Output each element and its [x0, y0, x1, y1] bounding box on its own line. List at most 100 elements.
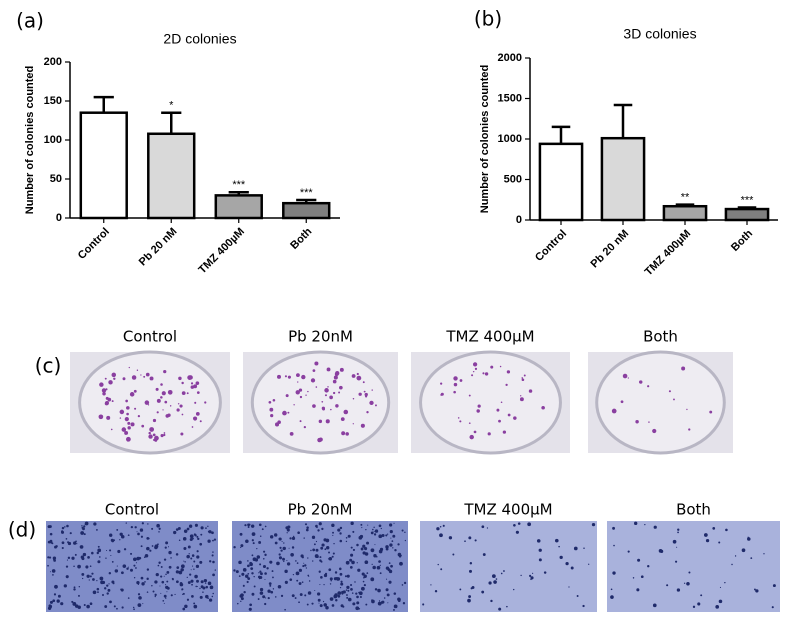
colony	[133, 577, 136, 579]
colony	[100, 580, 104, 585]
colony	[294, 597, 297, 600]
colony	[331, 604, 335, 607]
colony	[245, 539, 249, 544]
colony	[291, 546, 295, 549]
colony	[133, 608, 135, 611]
colony	[133, 389, 137, 393]
colony	[83, 533, 86, 536]
colony	[459, 379, 463, 382]
colony	[195, 564, 200, 568]
colony	[332, 534, 334, 536]
colony	[356, 595, 359, 599]
colony	[389, 543, 393, 547]
colony	[96, 529, 98, 531]
colony	[131, 375, 137, 380]
colony	[154, 595, 156, 598]
photo-bg	[607, 521, 780, 612]
colony	[332, 379, 337, 384]
colony	[110, 538, 114, 542]
colony	[472, 370, 475, 373]
colony	[754, 588, 756, 591]
colony	[385, 545, 389, 549]
colony	[378, 560, 381, 563]
colony	[78, 594, 80, 597]
colony	[379, 564, 381, 567]
colony	[329, 577, 333, 581]
colony	[360, 523, 363, 526]
colony	[459, 420, 462, 423]
colony	[208, 530, 212, 534]
colony	[278, 537, 282, 541]
colony	[167, 546, 170, 548]
colony	[337, 591, 342, 595]
colony	[126, 567, 129, 570]
colony	[48, 556, 52, 559]
colony	[96, 587, 100, 591]
colony	[332, 552, 335, 555]
colony	[151, 585, 153, 587]
colony	[314, 361, 319, 366]
colony	[163, 575, 165, 577]
colony	[91, 551, 94, 555]
colony	[328, 551, 331, 554]
colony	[361, 527, 363, 529]
colony	[469, 562, 473, 565]
colony	[627, 377, 629, 379]
colony	[233, 569, 236, 572]
colony	[178, 376, 182, 381]
colony	[476, 409, 480, 413]
colony	[194, 523, 198, 527]
colony	[259, 591, 264, 595]
colony	[323, 573, 328, 578]
colony	[169, 405, 172, 407]
colony	[763, 553, 765, 555]
colony	[195, 381, 200, 385]
colony	[513, 524, 516, 527]
colony	[241, 572, 245, 576]
colony	[622, 373, 628, 379]
colony	[354, 581, 356, 583]
colony	[355, 592, 358, 595]
colony	[337, 528, 341, 532]
colony	[307, 591, 312, 595]
photo	[411, 350, 570, 455]
colony	[194, 534, 197, 537]
colony	[186, 576, 188, 579]
colony	[346, 574, 350, 578]
colony	[346, 596, 349, 599]
colony	[647, 565, 650, 568]
colony	[262, 595, 266, 599]
colony	[64, 526, 66, 528]
colony	[111, 580, 115, 584]
colony	[652, 603, 657, 608]
colony	[137, 583, 140, 586]
colony	[339, 385, 343, 390]
colony	[249, 603, 253, 607]
colony	[772, 584, 776, 588]
colony	[719, 586, 721, 588]
colony	[191, 594, 194, 598]
colony	[675, 560, 678, 563]
colony	[324, 394, 327, 397]
colony	[345, 540, 348, 543]
colony	[269, 560, 273, 564]
colony	[326, 546, 330, 550]
colony	[468, 595, 472, 598]
colony	[350, 521, 354, 526]
colony	[393, 604, 398, 609]
colony	[331, 555, 334, 558]
colony	[190, 557, 193, 560]
colony	[401, 584, 404, 586]
colony	[251, 592, 255, 596]
colony	[307, 574, 310, 577]
colony	[163, 594, 167, 598]
colony	[152, 590, 155, 593]
colony	[397, 599, 401, 602]
colony	[136, 580, 140, 585]
colony	[199, 595, 203, 599]
colony	[166, 580, 169, 583]
colony	[378, 600, 381, 602]
photo-caption: Control	[105, 501, 159, 519]
colony	[319, 604, 323, 608]
colony	[135, 562, 138, 564]
